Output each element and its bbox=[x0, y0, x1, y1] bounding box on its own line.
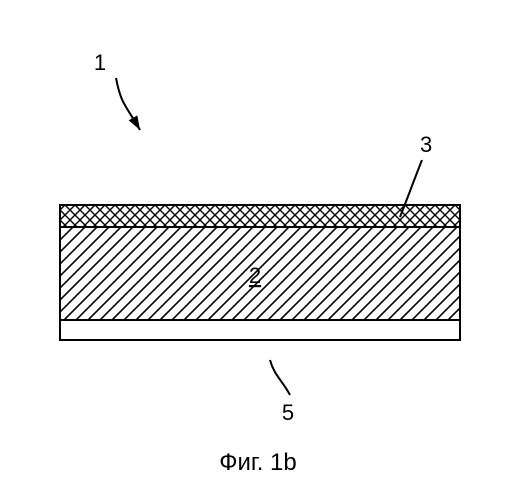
leader-assembly-arrow bbox=[129, 115, 140, 130]
label-middle: 2 bbox=[249, 263, 261, 288]
layer-diagram: 1 3 2 5 Фиг. 1b bbox=[0, 0, 516, 500]
label-bottom: 5 bbox=[282, 400, 294, 425]
figure-caption: Фиг. 1b bbox=[219, 449, 297, 476]
leader-bottom bbox=[270, 360, 290, 395]
bottom-layer bbox=[60, 320, 460, 340]
label-assembly: 1 bbox=[94, 50, 106, 75]
label-top: 3 bbox=[420, 132, 432, 157]
